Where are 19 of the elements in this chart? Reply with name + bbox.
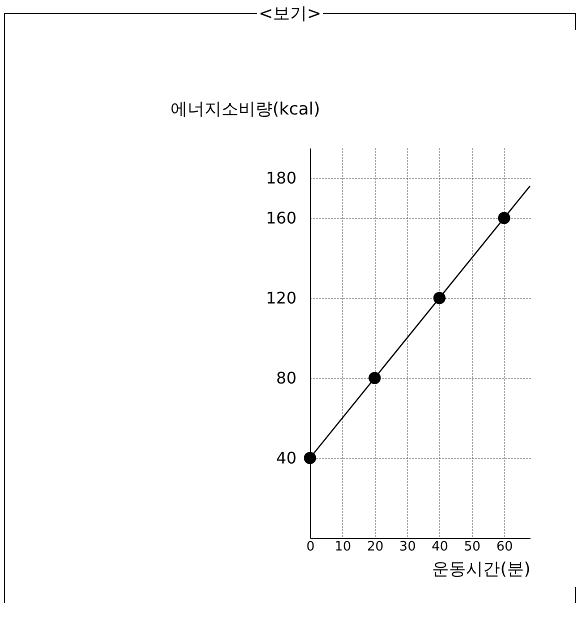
- y-axis-title: 에너지소비량(kcal): [170, 100, 320, 120]
- x-tick-label: 10: [334, 540, 352, 554]
- point: [304, 452, 316, 464]
- y-tick-label: 120: [266, 288, 296, 308]
- x-tick-label: 0: [306, 540, 315, 554]
- x-tick-label: 60: [496, 540, 513, 554]
- x-tick-label: 20: [366, 540, 384, 554]
- y-tick-label: 80: [276, 368, 296, 388]
- y-tick-label: 160: [266, 208, 296, 228]
- x-axis-title: 운동시간(분): [432, 560, 530, 580]
- y-tick-label: 40: [276, 448, 296, 468]
- x-tick-label: 30: [399, 540, 416, 554]
- point: [433, 292, 446, 304]
- y-tick-label: 180: [266, 168, 296, 188]
- point: [498, 212, 510, 224]
- chart-title: <보기>: [258, 3, 322, 25]
- x-tick-label: 40: [432, 540, 448, 554]
- x-tick-label: 50: [464, 540, 481, 554]
- point: [368, 372, 381, 384]
